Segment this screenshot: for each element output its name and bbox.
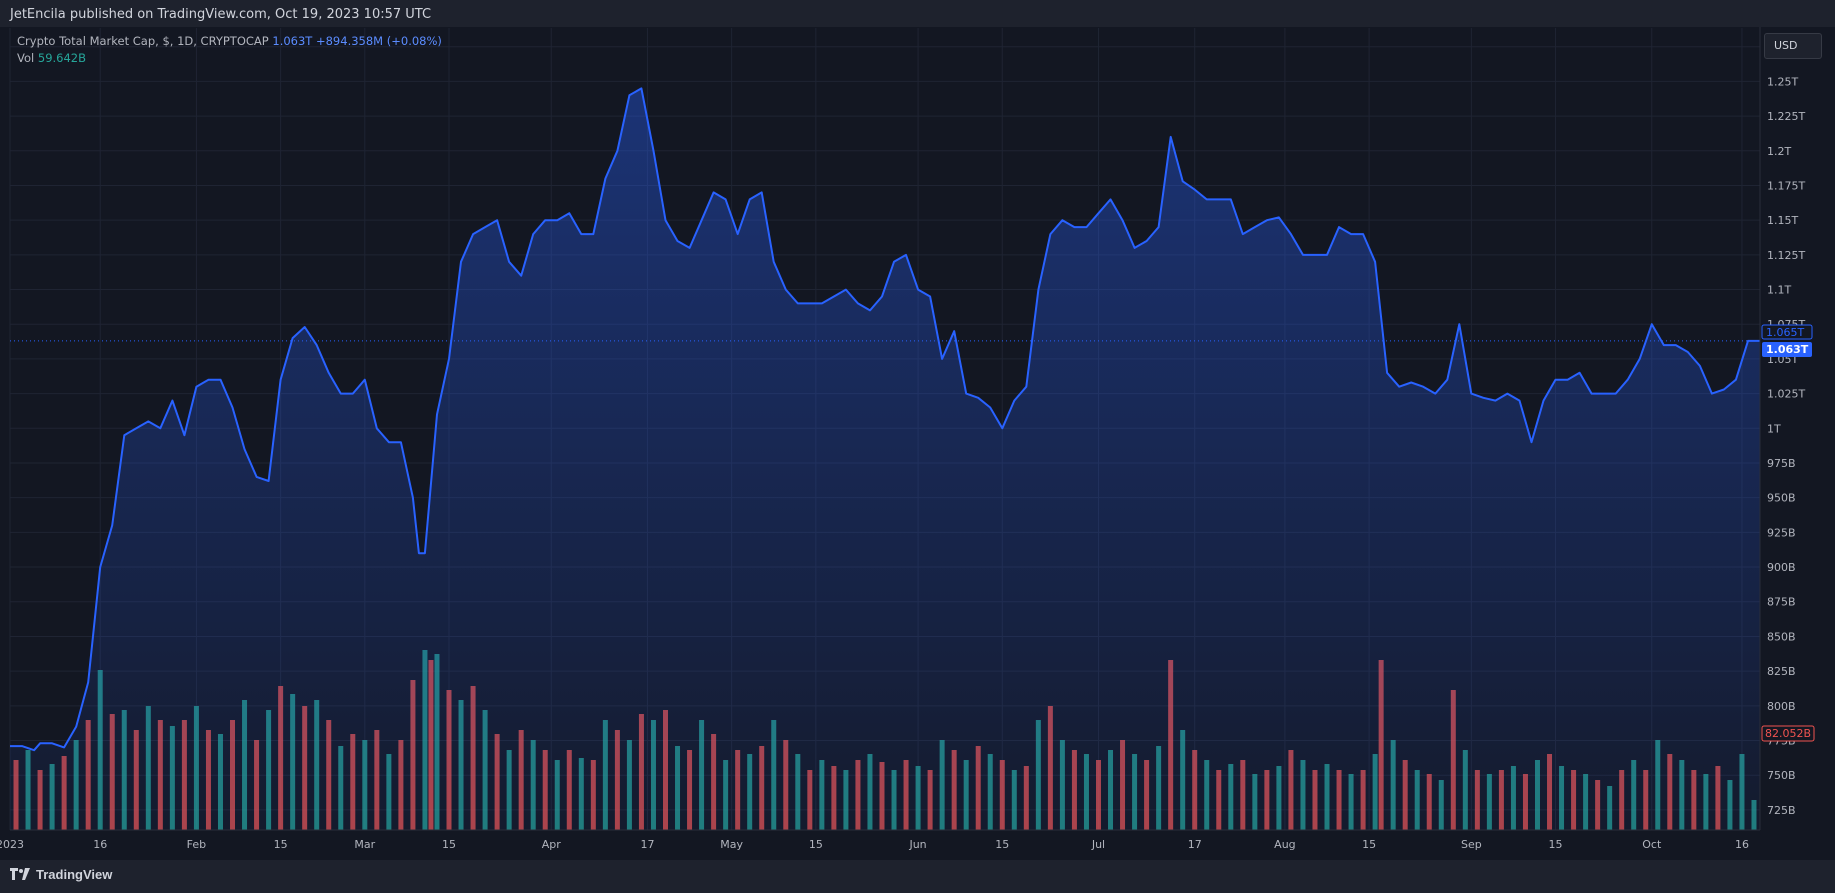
time-tick-label: Mar — [354, 838, 375, 851]
footer-bar: TradingView — [0, 860, 1835, 893]
volume-label: 82.052B — [1765, 727, 1811, 740]
price-tick-label: 875B — [1767, 596, 1796, 609]
price-tick-label: 925B — [1767, 526, 1796, 539]
time-tick-label: May — [720, 838, 743, 851]
price-tick-label: 1.1T — [1767, 284, 1791, 297]
legend-volume-row[interactable]: Vol 59.642B — [17, 51, 442, 68]
price-tick-label: 1.125T — [1767, 249, 1805, 262]
price-tick-label: 800B — [1767, 700, 1796, 713]
time-tick-label: 15 — [1549, 838, 1563, 851]
price-chart[interactable]: 2023 16 Feb 15 Mar 15 Apr 17 May 15 Jun 15 Jul 17 Aug 1… — [0, 0, 1835, 860]
time-tick-label: Jul — [1091, 838, 1105, 851]
price-tick-label: 1.15T — [1767, 214, 1798, 227]
tradingview-logo-icon — [10, 867, 30, 880]
price-tick-label: 1.025T — [1767, 388, 1805, 401]
published-text: JetEncila published on TradingView.com, … — [10, 7, 432, 22]
time-tick-label: 15 — [809, 838, 823, 851]
time-tick-label: 17 — [640, 838, 654, 851]
time-tick-label: 15 — [995, 838, 1009, 851]
time-axis[interactable]: 2023 16 Feb 15 Mar 15 Apr 17 May 15 Jun 15 Jul 17 Aug 1… — [0, 829, 1760, 851]
volume-tag — [1761, 725, 1815, 742]
time-tick-label: Feb — [187, 838, 206, 851]
price-tick-label: 950B — [1767, 492, 1796, 505]
time-tick-label: Jun — [908, 838, 926, 851]
price-tick-label: 900B — [1767, 561, 1796, 574]
brand-name: TradingView — [36, 867, 113, 882]
chart-legend[interactable]: Crypto Total Market Cap, $, 1D, CRYPTOCA… — [17, 34, 442, 68]
time-tick-label: Sep — [1461, 838, 1482, 851]
tradingview-brand[interactable]: TradingView — [10, 867, 112, 882]
price-tick-label: 975B — [1767, 457, 1796, 470]
secondary-price-label: 1.065T — [1766, 326, 1804, 339]
price-tick-label: 850B — [1767, 630, 1796, 643]
time-tick-label: Oct — [1642, 838, 1662, 851]
price-tick-label: 1.225T — [1767, 110, 1805, 123]
price-tick-label: 1.175T — [1767, 179, 1805, 192]
price-tick-label: 1.25T — [1767, 75, 1798, 88]
current-price-label: 1.063T — [1766, 343, 1809, 356]
price-axis[interactable]: 1.275T1.25T1.225T1.2T1.175T1.15T1.125T1.… — [1759, 27, 1835, 830]
secondary-price-tag — [1761, 324, 1813, 340]
price-tags: 1.065T 1.063T 82.052B — [1761, 324, 1815, 742]
time-tick-label: 15 — [442, 838, 456, 851]
time-tick-label: 16 — [1735, 838, 1749, 851]
price-tick-label: 725B — [1767, 804, 1796, 817]
currency-button[interactable]: USD — [1764, 33, 1822, 59]
symbol-title[interactable]: Crypto Total Market Cap, $, 1D, CRYPTOCA… — [17, 34, 269, 48]
price-tick-label: 825B — [1767, 665, 1796, 678]
legend-symbol-row[interactable]: Crypto Total Market Cap, $, 1D, CRYPTOCA… — [17, 34, 442, 51]
price-area-fill — [10, 88, 1760, 830]
time-tick-label: 16 — [93, 838, 107, 851]
price-line — [10, 87, 1760, 752]
last-price: 1.063T — [272, 34, 313, 48]
price-tick-label: 750B — [1767, 769, 1796, 782]
price-axis-bg — [1760, 27, 1835, 830]
time-tick-label: 15 — [1362, 838, 1376, 851]
time-tick-label: Aug — [1274, 838, 1295, 851]
time-tick-label: 17 — [1188, 838, 1202, 851]
price-tick-label: 1T — [1767, 422, 1781, 435]
volume-title[interactable]: Vol — [17, 51, 35, 65]
price-change: +894.358M (+0.08%) — [315, 34, 442, 48]
current-price-tag — [1762, 342, 1812, 357]
time-tick-label: 2023 — [0, 838, 24, 851]
volume-value: 59.642B — [37, 51, 87, 65]
time-tick-label: 15 — [274, 838, 288, 851]
price-tick-label: 1.2T — [1767, 145, 1791, 158]
publish-header: JetEncila published on TradingView.com, … — [0, 0, 1835, 27]
time-tick-label: Apr — [542, 838, 562, 851]
